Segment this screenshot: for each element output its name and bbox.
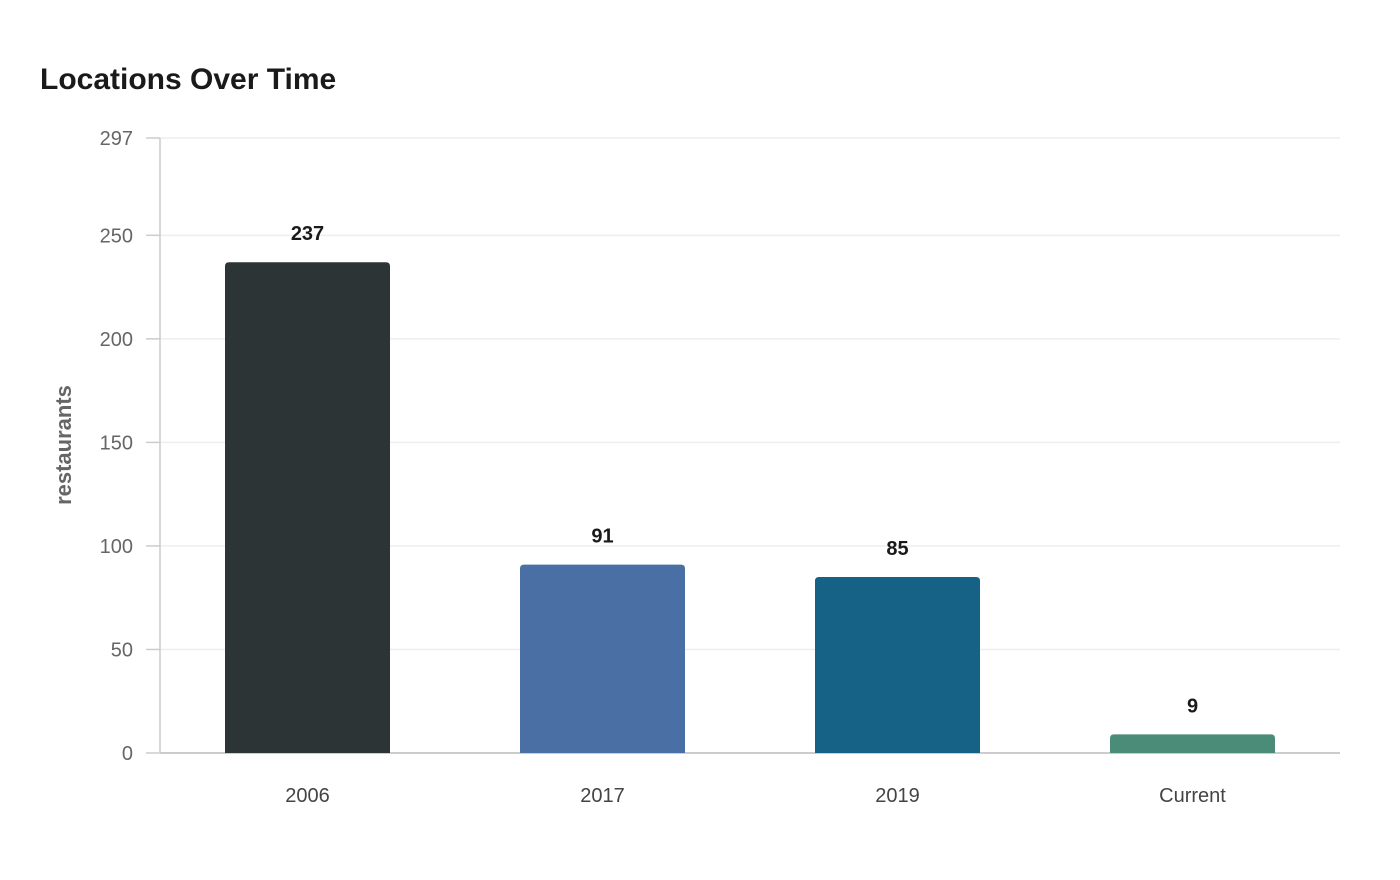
x-tick-label: Current bbox=[1159, 785, 1226, 807]
y-tick-label: 150 bbox=[100, 432, 133, 454]
y-tick-label: 297 bbox=[100, 128, 133, 150]
data-label: 85 bbox=[886, 538, 908, 560]
x-tick-label: 2019 bbox=[875, 785, 920, 807]
data-label: 237 bbox=[291, 223, 324, 245]
y-tick-label: 250 bbox=[100, 225, 133, 247]
bars bbox=[225, 262, 1275, 753]
y-axis-title: restaurants bbox=[51, 385, 76, 505]
data-label: 91 bbox=[591, 526, 613, 548]
x-axis-ticks: 2006 2017 2019 Current bbox=[285, 785, 1226, 807]
chart-title: Locations Over Time bbox=[40, 63, 337, 96]
y-axis-ticks: 0 50 100 150 200 250 297 bbox=[100, 128, 160, 765]
bar bbox=[520, 564, 685, 753]
value-labels: 237 91 85 9 bbox=[291, 223, 1198, 717]
y-tick-label: 100 bbox=[100, 536, 133, 558]
bar bbox=[815, 576, 980, 753]
y-tick-label: 200 bbox=[100, 329, 133, 351]
data-label: 9 bbox=[1187, 695, 1198, 717]
x-tick-label: 2006 bbox=[285, 785, 330, 807]
y-tick-label: 0 bbox=[122, 743, 133, 765]
x-tick-label: 2017 bbox=[580, 785, 625, 807]
y-tick-label: 50 bbox=[111, 639, 133, 661]
bar bbox=[1110, 734, 1275, 753]
bar bbox=[225, 262, 390, 753]
